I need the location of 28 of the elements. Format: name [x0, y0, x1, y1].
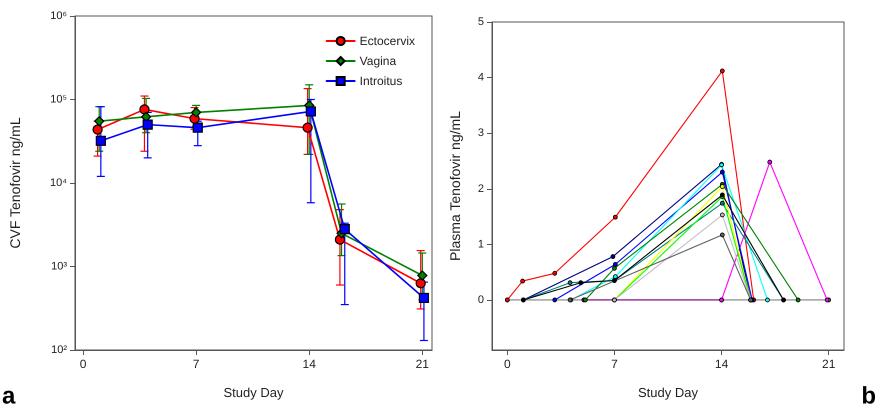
- x-tick-label: 21: [822, 357, 836, 371]
- x-tick-label: 14: [714, 357, 729, 371]
- y-tick-label: 10²: [51, 344, 68, 356]
- y-tick-label: 4: [478, 72, 484, 84]
- legend-label: Ectocervix: [360, 34, 416, 48]
- text: b: [861, 382, 876, 410]
- x-axis-title: Study Day: [224, 385, 284, 400]
- y-axis-title: Plasma Tenofovir ng/mL: [447, 110, 463, 261]
- x-tick-label: 14: [302, 357, 316, 371]
- x-tick-label: 0: [80, 357, 87, 371]
- y-tick-label: 3: [478, 127, 484, 140]
- legend-label: Vagina: [360, 54, 396, 68]
- y-tick-label: 10⁶: [50, 10, 67, 22]
- y-tick-label: 5: [478, 16, 484, 28]
- x-tick-label: 7: [192, 357, 200, 371]
- x-tick-label: 21: [416, 357, 430, 371]
- y-tick-label: 0: [478, 294, 484, 306]
- y-axis-title: CVF Tenofovir ng/mL: [7, 117, 23, 249]
- y-tick-label: 10⁵: [50, 94, 67, 106]
- text: a: [2, 382, 16, 410]
- x-tick-label: 7: [611, 357, 618, 371]
- y-tick-label: 2: [478, 182, 484, 195]
- x-axis-title: Study Day: [638, 385, 698, 400]
- legend-label: Introitus: [360, 74, 402, 88]
- y-tick-label: 1: [478, 238, 484, 250]
- x-tick-label: 0: [504, 357, 511, 371]
- y-tick-label: 10³: [51, 260, 68, 272]
- y-tick-label: 10⁴: [50, 177, 68, 189]
